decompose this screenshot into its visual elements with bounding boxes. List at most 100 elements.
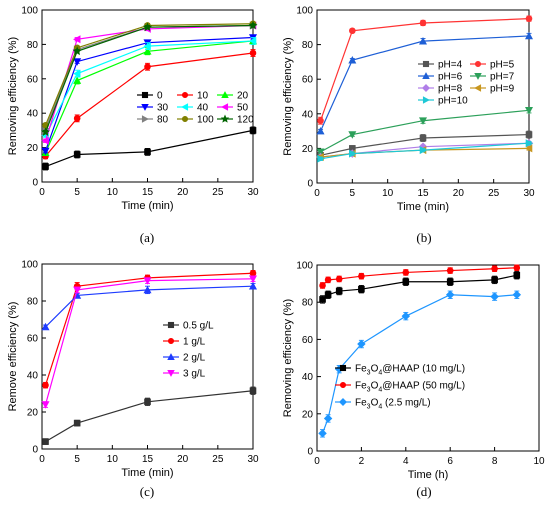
data-point xyxy=(41,147,50,156)
legend-label: 1 g/L xyxy=(183,337,206,348)
series-line xyxy=(44,36,254,152)
data-point xyxy=(317,154,325,163)
legend-label: Fe3O4@HAAP (10 mg/L) xyxy=(355,364,465,377)
legend-item: 50 xyxy=(217,103,249,114)
legend-marker xyxy=(422,60,430,68)
data-point xyxy=(73,76,82,84)
data-point xyxy=(72,46,82,56)
series-3 xyxy=(316,107,534,156)
x-tick-label: 10 xyxy=(107,187,119,198)
legend-marker xyxy=(339,364,347,372)
x-tick-label: 15 xyxy=(142,187,154,198)
data-point xyxy=(446,278,454,286)
y-tick-label: 100 xyxy=(296,261,313,272)
data-point xyxy=(358,285,365,293)
x-axis-label: Time (min) xyxy=(121,467,173,479)
data-point xyxy=(512,290,522,299)
x-tick-label: 15 xyxy=(142,454,154,465)
legend-label: pH=6 xyxy=(438,72,463,83)
series-2 xyxy=(318,290,522,438)
series-line xyxy=(44,23,254,126)
legend-marker xyxy=(474,60,482,68)
data-point xyxy=(419,19,427,27)
data-point xyxy=(248,36,257,45)
data-point xyxy=(323,414,333,423)
y-tick-label: 20 xyxy=(302,409,314,420)
legend-item: 2 g/L xyxy=(163,353,206,364)
data-point xyxy=(358,272,365,280)
x-tick-label: 20 xyxy=(177,187,189,198)
legend: 0.5 g/L 1 g/L 2 g/L 3 g/L xyxy=(163,321,214,380)
legend-marker xyxy=(167,369,175,377)
series-line xyxy=(321,294,517,434)
data-point xyxy=(318,429,327,438)
legend-label: 40 xyxy=(197,103,209,114)
data-point xyxy=(491,276,498,284)
legend-marker xyxy=(141,115,149,123)
legend-item: 1 g/L xyxy=(163,337,206,348)
legend-item: 100 xyxy=(177,115,214,126)
legend-marker xyxy=(220,114,230,123)
x-tick-label: 5 xyxy=(74,187,80,198)
legend-label: Fe3O4@HAAP (50 mg/L) xyxy=(355,381,465,394)
legend-marker xyxy=(141,103,149,111)
data-point xyxy=(419,146,428,155)
legend-label: pH=8 xyxy=(438,84,463,95)
data-point xyxy=(525,139,534,148)
data-point xyxy=(40,127,51,136)
data-point xyxy=(446,267,454,274)
legend-item: 0.5 g/L xyxy=(163,321,214,332)
y-tick-label: 80 xyxy=(27,297,39,308)
data-point xyxy=(73,58,82,66)
data-point xyxy=(418,37,428,45)
legend-marker xyxy=(167,321,175,329)
y-tick-label: 0 xyxy=(307,447,313,458)
data-point xyxy=(324,276,332,284)
y-tick-label: 40 xyxy=(302,109,314,120)
legend-marker xyxy=(339,398,347,406)
series-1 xyxy=(42,49,257,160)
legend-item: pH=5 xyxy=(470,60,515,71)
x-tick-label: 20 xyxy=(453,188,465,199)
x-tick-label: 5 xyxy=(74,454,80,465)
series-line xyxy=(45,285,254,328)
legend-label: pH=10 xyxy=(438,96,468,107)
legend-item: Fe3O4@HAAP (50 mg/L) xyxy=(335,381,465,394)
data-point xyxy=(349,27,356,35)
legend-marker xyxy=(181,115,189,123)
data-point xyxy=(401,311,411,321)
legend-marker xyxy=(474,72,482,80)
y-axis-label: Removing efficiency (%) xyxy=(7,37,19,155)
legend-item: pH=10 xyxy=(418,96,468,107)
data-point xyxy=(143,47,152,55)
data-point xyxy=(144,148,151,156)
x-tick-label: 25 xyxy=(212,187,224,198)
legend-item: 30 xyxy=(137,103,169,114)
legend-item: 120 xyxy=(217,114,254,126)
data-point xyxy=(42,438,49,445)
data-point xyxy=(418,117,428,125)
data-point xyxy=(248,282,258,290)
data-point xyxy=(143,285,152,294)
panel-label: (c) xyxy=(140,484,154,499)
data-point xyxy=(42,381,49,389)
x-tick-label: 0 xyxy=(39,187,45,198)
legend-item: pH=6 xyxy=(418,72,463,83)
x-tick-label: 0 xyxy=(314,188,320,199)
y-tick-label: 60 xyxy=(302,75,314,86)
y-tick-label: 100 xyxy=(21,6,38,17)
data-point xyxy=(248,275,258,283)
series-6 xyxy=(317,139,534,163)
data-point xyxy=(524,107,534,115)
legend-item: pH=9 xyxy=(470,84,515,95)
series-1 xyxy=(319,264,521,289)
legend-label: 50 xyxy=(237,103,249,114)
data-point xyxy=(316,148,325,156)
y-tick-label: 0 xyxy=(32,178,38,189)
y-tick-label: 20 xyxy=(302,144,314,155)
x-tick-label: 30 xyxy=(247,187,259,198)
y-tick-label: 40 xyxy=(27,371,39,382)
data-point xyxy=(249,127,257,134)
legend-marker xyxy=(422,96,430,104)
